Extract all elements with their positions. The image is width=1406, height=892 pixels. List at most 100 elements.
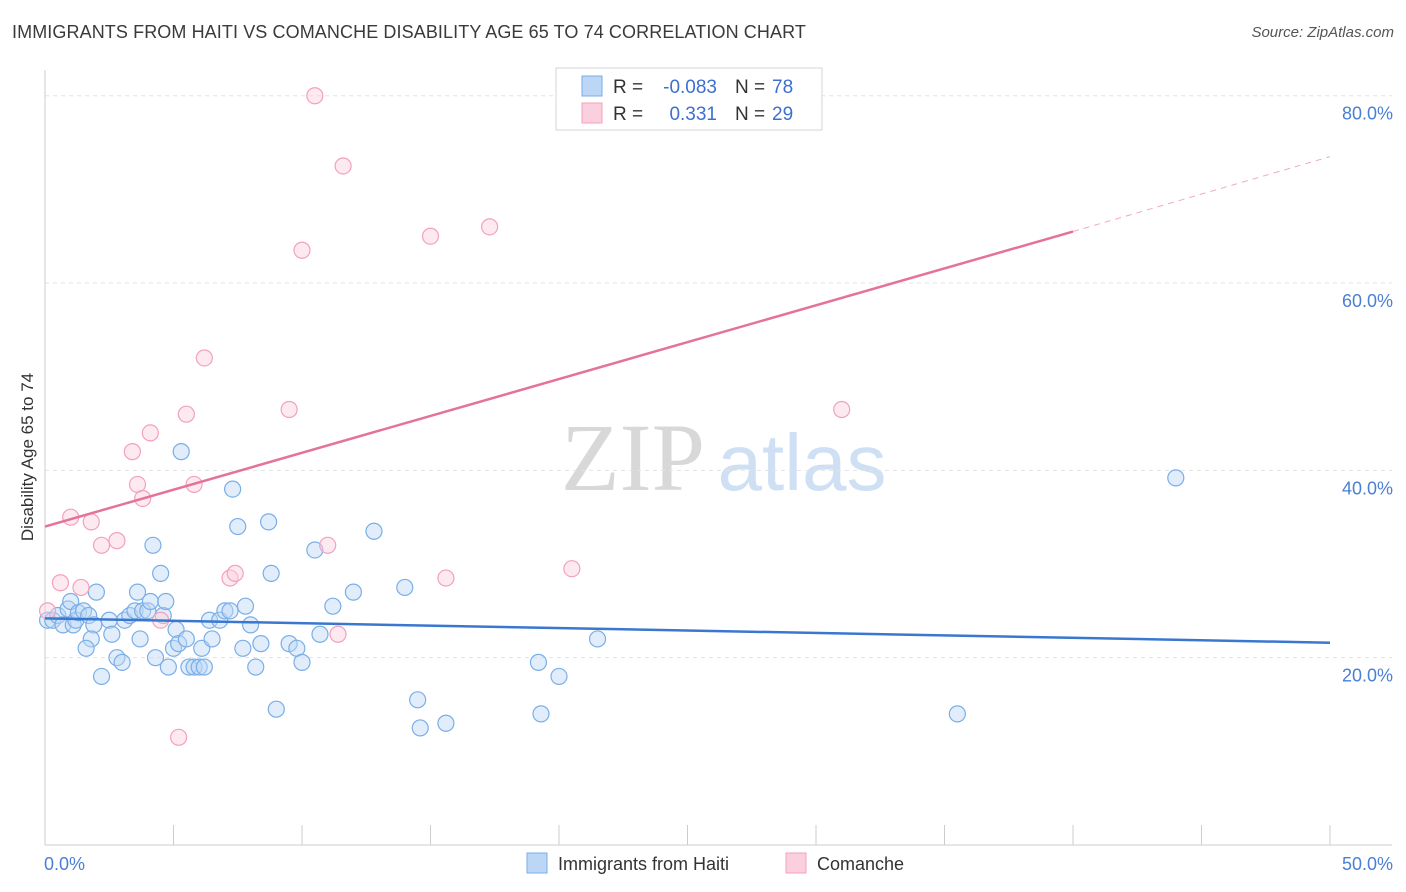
- legend-n-label-1: N =: [735, 104, 765, 125]
- point-0-19: [113, 653, 131, 671]
- y-tick-labels: 20.0% 40.0% 60.0% 80.0%: [1342, 104, 1393, 686]
- point-0-51: [234, 639, 252, 657]
- point-0-45: [203, 630, 221, 648]
- point-1-25: [437, 569, 455, 587]
- point-0-43: [195, 658, 213, 676]
- point-0-68: [409, 691, 427, 709]
- point-0-11: [87, 583, 106, 601]
- point-0-74: [588, 630, 607, 648]
- y-tick-label-60: 60.0%: [1342, 291, 1393, 311]
- point-0-33: [159, 658, 177, 676]
- point-0-62: [306, 541, 324, 559]
- point-1-4: [82, 513, 100, 531]
- point-0-65: [344, 583, 362, 601]
- point-1-24: [421, 227, 440, 245]
- legend-bottom-swatch-haiti: [526, 852, 548, 874]
- point-1-7: [123, 443, 141, 461]
- point-0-12: [85, 616, 103, 634]
- legend-swatch-comanche: [581, 102, 603, 124]
- point-0-54: [247, 658, 265, 676]
- legend-bottom: Immigrants from Haiti Comanche: [526, 852, 904, 874]
- point-0-27: [141, 592, 159, 611]
- point-0-34: [164, 639, 183, 657]
- y-tick-label-40: 40.0%: [1342, 478, 1393, 498]
- legend-r-value-1: 0.331: [669, 104, 717, 125]
- point-1-27: [563, 560, 581, 578]
- point-1-12: [170, 728, 188, 746]
- trend-line-extension-1: [1072, 156, 1331, 233]
- point-0-32: [157, 592, 175, 611]
- watermark-zip: ZIP: [561, 404, 705, 511]
- point-1-22: [329, 625, 347, 643]
- x-ticks: [44, 825, 1331, 845]
- point-1-5: [92, 536, 111, 554]
- point-0-30: [152, 564, 170, 582]
- point-0-66: [365, 522, 383, 540]
- legend-swatch-haiti: [581, 75, 603, 97]
- legend-bottom-label-haiti: Immigrants from Haiti: [558, 854, 729, 874]
- grid-lines: [45, 95, 1392, 659]
- point-0-69: [411, 719, 429, 737]
- point-1-17: [226, 564, 244, 582]
- point-1-26: [481, 218, 499, 236]
- legend-n-value-0: 78: [772, 77, 793, 98]
- watermark-atlas: atlas: [718, 418, 887, 507]
- point-0-73: [550, 667, 568, 686]
- point-0-0: [38, 611, 57, 629]
- point-0-24: [131, 630, 149, 648]
- x-tick-label-min: 0.0%: [44, 854, 85, 874]
- point-0-47: [216, 602, 234, 620]
- point-0-23: [128, 583, 147, 601]
- point-1-13: [177, 405, 195, 423]
- point-0-37: [172, 443, 190, 461]
- point-0-38: [177, 630, 195, 648]
- point-0-1: [44, 611, 62, 629]
- legend-n-label-0: N =: [735, 77, 765, 98]
- legend-bottom-swatch-comanche: [785, 852, 807, 874]
- point-0-57: [262, 564, 280, 582]
- point-0-70: [437, 714, 455, 732]
- point-1-21: [319, 536, 337, 554]
- point-1-19: [293, 241, 311, 259]
- point-0-72: [532, 705, 550, 723]
- point-0-76: [1167, 469, 1185, 487]
- point-1-1: [51, 574, 70, 592]
- point-0-13: [82, 630, 100, 648]
- point-1-3: [72, 578, 90, 597]
- point-1-28: [833, 400, 851, 419]
- point-0-58: [267, 700, 285, 718]
- legend-r-label-1: R =: [613, 104, 643, 125]
- point-0-64: [324, 597, 342, 615]
- legend-n-value-1: 29: [772, 104, 793, 125]
- point-0-56: [259, 513, 278, 531]
- legend-bottom-label-comanche: Comanche: [817, 854, 904, 874]
- point-1-15: [195, 349, 213, 367]
- point-1-18: [280, 400, 298, 419]
- point-1-20: [306, 87, 324, 105]
- point-1-10: [141, 424, 159, 442]
- point-0-71: [529, 653, 548, 671]
- trend-line-0: [44, 617, 1331, 644]
- trend-lines: [44, 156, 1331, 644]
- legend-r-label-0: R =: [613, 77, 643, 98]
- chart-source: Source: ZipAtlas.com: [1251, 24, 1394, 41]
- point-1-16: [221, 569, 239, 587]
- axes: [44, 70, 1392, 846]
- legend-r-value-0: -0.083: [663, 77, 717, 98]
- x-tick-label-max: 50.0%: [1342, 854, 1393, 874]
- point-0-14: [77, 639, 95, 657]
- point-0-61: [293, 653, 311, 671]
- point-0-63: [311, 625, 329, 643]
- point-0-75: [948, 705, 966, 723]
- point-0-67: [396, 578, 414, 597]
- series-comanche-points: [38, 87, 851, 746]
- point-1-0: [38, 602, 57, 620]
- point-0-50: [229, 517, 247, 536]
- point-0-48: [221, 602, 239, 620]
- point-1-23: [334, 157, 352, 175]
- point-0-41: [190, 658, 208, 676]
- point-0-55: [252, 635, 270, 653]
- point-0-18: [108, 649, 126, 667]
- series-haiti-points: [38, 443, 1185, 737]
